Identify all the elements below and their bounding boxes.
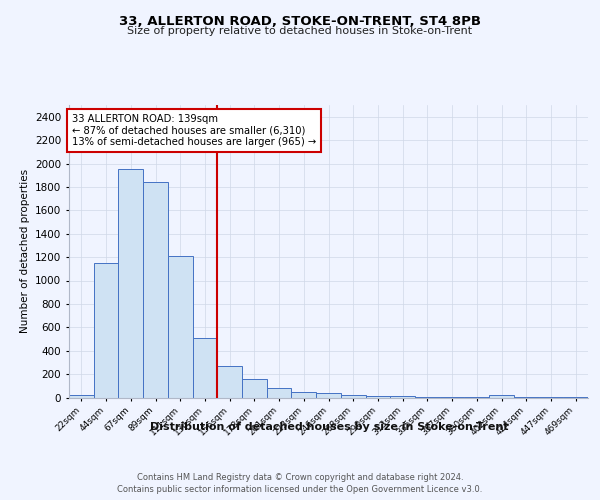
Bar [94, 263, 118, 398]
Bar [118, 170, 143, 398]
Y-axis label: Number of detached properties: Number of detached properties [20, 169, 29, 334]
Text: Contains HM Land Registry data © Crown copyright and database right 2024.: Contains HM Land Registry data © Crown c… [137, 472, 463, 482]
Text: Size of property relative to detached houses in Stoke-on-Trent: Size of property relative to detached ho… [127, 26, 473, 36]
Bar [193, 338, 217, 398]
Bar [440, 397, 464, 398]
Text: Contains public sector information licensed under the Open Government Licence v3: Contains public sector information licen… [118, 485, 482, 494]
Bar [168, 256, 193, 398]
Bar [365, 396, 390, 398]
Bar [415, 397, 440, 398]
Bar [390, 396, 415, 398]
Bar [267, 388, 292, 398]
Bar [69, 394, 94, 398]
Bar [292, 392, 316, 398]
Bar [143, 182, 168, 398]
Bar [316, 393, 341, 398]
Text: 33, ALLERTON ROAD, STOKE-ON-TRENT, ST4 8PB: 33, ALLERTON ROAD, STOKE-ON-TRENT, ST4 8… [119, 15, 481, 28]
Bar [242, 380, 267, 398]
Text: 33 ALLERTON ROAD: 139sqm
← 87% of detached houses are smaller (6,310)
13% of sem: 33 ALLERTON ROAD: 139sqm ← 87% of detach… [71, 114, 316, 147]
Text: Distribution of detached houses by size in Stoke-on-Trent: Distribution of detached houses by size … [149, 422, 508, 432]
Bar [341, 396, 365, 398]
Bar [217, 366, 242, 398]
Bar [489, 395, 514, 398]
